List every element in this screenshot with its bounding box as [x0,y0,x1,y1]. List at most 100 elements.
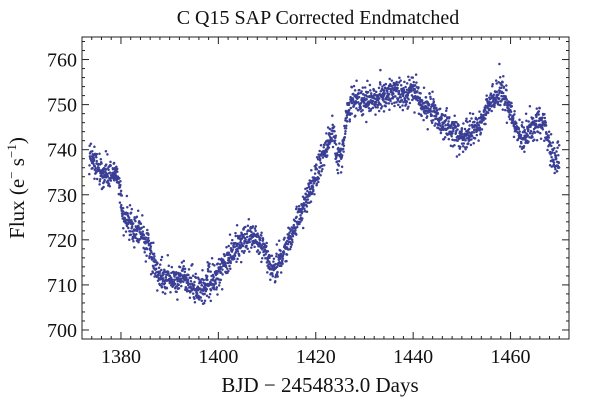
data-point [312,189,315,193]
data-point [297,204,301,208]
data-point [380,105,384,108]
data-point [526,134,530,137]
data-point [541,116,544,119]
data-point [333,129,336,133]
data-point [92,156,95,159]
data-point [374,103,378,106]
data-point [187,268,191,271]
data-point [122,226,125,230]
data-point [223,254,226,258]
data-point [535,123,538,126]
data-point [444,109,448,113]
data-point [197,277,201,281]
data-point [533,119,537,123]
data-point [440,116,443,120]
data-point [401,104,404,107]
data-point [552,161,556,164]
data-point [478,110,481,113]
data-point [531,117,535,120]
data-point [557,143,561,147]
data-point [523,150,526,153]
data-point [541,128,545,131]
data-point [130,225,134,228]
data-point [465,146,468,149]
y-axis-label-sup1: − [4,171,19,178]
data-point [362,101,366,105]
data-point [331,123,334,127]
data-point [472,141,475,145]
data-point [433,124,436,127]
data-point [453,114,456,117]
data-point [183,273,186,277]
data-point [309,200,313,203]
data-point [299,214,302,217]
data-point [468,119,472,123]
data-point [92,158,96,161]
data-point [177,283,180,287]
data-point [180,284,183,288]
data-point [209,299,213,303]
data-point [230,242,233,245]
data-point [185,276,188,280]
data-point [414,73,418,76]
data-point [121,210,125,213]
data-point [340,154,344,157]
data-point [272,257,276,260]
data-point [342,150,345,153]
data-point [525,132,528,135]
x-tick-label: 1460 [491,346,531,368]
data-point [329,141,332,144]
data-point [477,124,481,127]
data-point [363,86,367,89]
data-point [441,113,445,117]
data-point [133,246,136,249]
data-point [374,113,377,116]
data-point [93,165,97,168]
data-point [340,156,344,159]
data-point [206,267,210,271]
data-point [152,252,156,255]
data-point [465,117,468,121]
data-point [466,133,470,137]
data-point [157,266,161,270]
data-point [328,135,332,138]
data-point [458,153,461,156]
data-point [98,183,101,186]
data-point [303,196,307,200]
data-point [126,205,129,209]
data-point [214,282,217,285]
data-point [473,120,476,124]
data-point [443,136,447,139]
data-point [395,101,398,104]
data-point [420,99,424,103]
data-point [397,91,401,95]
data-point [396,83,399,87]
data-point [525,119,528,122]
data-point [416,90,419,93]
data-point [104,163,108,166]
data-point [494,79,498,82]
data-point [446,126,450,130]
data-point [131,230,134,233]
data-point [125,224,129,228]
data-point [430,121,434,124]
data-point [146,228,149,232]
data-point [451,138,454,141]
data-point [378,92,381,96]
data-point [212,283,216,287]
data-point [444,118,448,122]
data-point [393,104,396,108]
data-point [165,287,169,290]
data-point [467,127,471,131]
data-point [379,103,382,106]
data-point [298,222,301,226]
data-point [141,230,145,233]
data-point [379,90,383,93]
data-point [325,150,328,153]
data-point [302,201,306,205]
data-point [107,168,110,171]
data-point [258,242,262,245]
data-point [127,226,130,230]
data-point [406,107,409,110]
data-point [377,109,381,113]
